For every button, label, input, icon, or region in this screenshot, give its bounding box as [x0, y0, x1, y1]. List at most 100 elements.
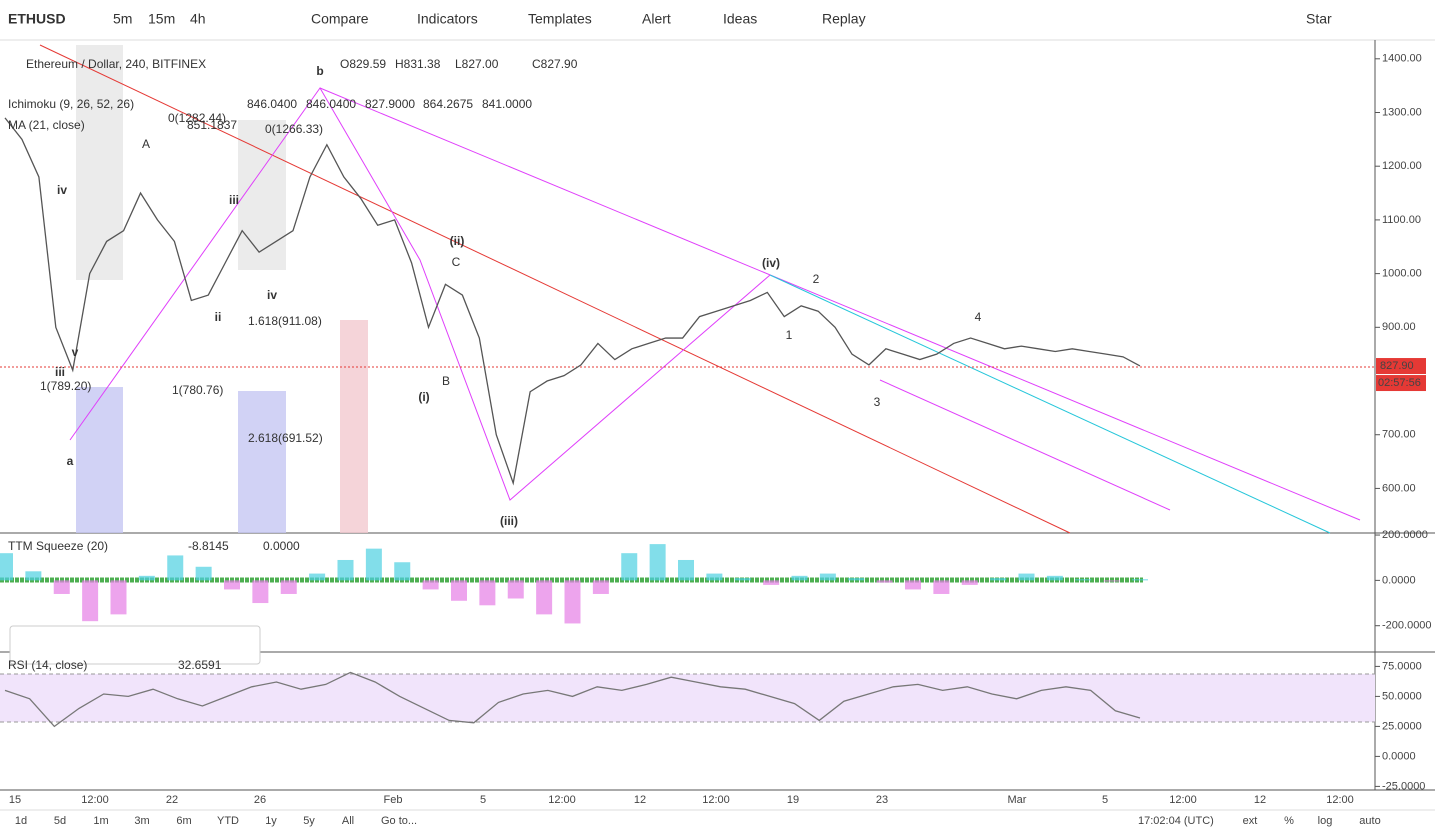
scale-option[interactable]: ext — [1243, 815, 1258, 827]
time-label: 23 — [876, 794, 888, 806]
indicator-value: 841.0000 — [482, 97, 532, 111]
toolbar-button[interactable]: Templates — [528, 11, 592, 27]
time-label: 5 — [480, 794, 486, 806]
histogram-bar — [621, 553, 638, 581]
time-label: Mar — [1008, 794, 1027, 806]
range-button[interactable]: YTD — [217, 815, 239, 827]
indicator-value: 864.2675 — [423, 97, 473, 111]
wave-label: iv — [57, 183, 67, 197]
fib-zone — [76, 45, 123, 280]
rsi-band — [0, 674, 1375, 722]
range-button[interactable]: 6m — [176, 815, 191, 827]
histogram-bar — [82, 580, 99, 622]
toolbar-button[interactable]: Ideas — [723, 11, 757, 27]
y-tick-label: 75.0000 — [1382, 660, 1422, 672]
histogram-bar — [933, 580, 950, 594]
trend-line — [319, 87, 1361, 521]
pane-title: Ethereum / Dollar, 240, BITFINEX — [26, 57, 206, 71]
histogram-bar — [309, 573, 326, 581]
ohlc-value: C827.90 — [532, 57, 578, 71]
wave-label: 3 — [874, 395, 881, 409]
histogram-bar — [905, 580, 921, 590]
last-price-label: 827.90 — [1380, 360, 1414, 372]
indicator-value: 846.0400 — [247, 97, 297, 111]
histogram-bar — [280, 580, 297, 594]
wave-label: b — [316, 64, 323, 78]
wave-label: iv — [267, 288, 277, 302]
wave-label: 4 — [975, 310, 982, 324]
y-tick-label: 1100.00 — [1382, 214, 1421, 226]
indicator-value: 827.9000 — [365, 97, 415, 111]
trend-line — [769, 274, 1331, 534]
wave-label: ii — [215, 310, 222, 324]
histogram-bar — [422, 580, 439, 590]
toolbar-button[interactable]: Alert — [642, 11, 671, 27]
histogram-bar — [819, 573, 836, 581]
histogram-bar — [1075, 579, 1092, 581]
star-button[interactable]: Star — [1306, 11, 1332, 27]
scale-option[interactable]: % — [1284, 815, 1294, 827]
time-label: 12:00 — [548, 794, 576, 806]
range-button[interactable]: 1y — [265, 815, 277, 827]
histogram-bar — [763, 580, 780, 585]
wave-label: 0(1282.44) — [168, 111, 226, 125]
indicator-value: 32.6591 — [178, 658, 222, 672]
fib-zone — [238, 120, 286, 270]
histogram-bar — [25, 571, 42, 581]
wave-label: 0(1266.33) — [265, 122, 323, 136]
interval-button[interactable]: 15m — [148, 11, 175, 27]
indicator-name: Ichimoku (9, 26, 52, 26) — [8, 97, 134, 111]
time-label: 19 — [787, 794, 799, 806]
trend-line — [39, 44, 1071, 534]
range-button[interactable]: 5y — [303, 815, 315, 827]
wave-label: (i) — [418, 390, 429, 404]
time-label: 12 — [1254, 794, 1266, 806]
time-label: 15 — [9, 794, 21, 806]
wave-label: a — [67, 454, 74, 468]
range-button[interactable]: 3m — [134, 815, 149, 827]
fib-zone — [76, 387, 123, 533]
toolbar-button[interactable]: Indicators — [417, 11, 478, 27]
range-button[interactable]: 1m — [93, 815, 108, 827]
interval-button[interactable]: 5m — [113, 11, 132, 27]
wave-label: 2.618(691.52) — [248, 431, 323, 445]
toolbar-button[interactable]: Replay — [822, 11, 866, 27]
time-label: 12 — [634, 794, 646, 806]
histogram-bar — [678, 559, 694, 581]
y-tick-label: 1200.00 — [1382, 160, 1422, 172]
scale-option[interactable]: log — [1318, 815, 1333, 827]
range-button[interactable]: All — [342, 815, 354, 827]
range-button[interactable]: 5d — [54, 815, 66, 827]
goto-button[interactable]: Go to... — [381, 815, 417, 827]
histogram-bar — [1132, 579, 1148, 581]
wave-label: iii — [55, 365, 65, 379]
histogram-bar — [848, 578, 865, 581]
ohlc-value: L827.00 — [455, 57, 499, 71]
time-label: 12:00 — [1326, 794, 1354, 806]
scale-option[interactable]: auto — [1359, 815, 1380, 827]
histogram-bar — [876, 580, 893, 583]
toolbar-button[interactable]: Compare — [311, 11, 369, 27]
price-line — [4, 671, 1141, 728]
wave-label: (iv) — [762, 256, 780, 270]
last-price-box — [1376, 358, 1426, 375]
histogram-bar — [592, 580, 609, 594]
drawing-toolbar[interactable] — [9, 625, 261, 665]
histogram-bar — [990, 578, 1007, 581]
y-tick-label: 200.0000 — [1382, 529, 1428, 541]
y-tick-label: -200.0000 — [1382, 620, 1432, 632]
wave-label: 1.618(911.08) — [248, 314, 322, 328]
pane-title: RSI (14, close) — [8, 658, 87, 672]
histogram-bar — [337, 559, 354, 581]
y-tick-label: 600.00 — [1382, 482, 1416, 494]
histogram-bar — [110, 580, 127, 615]
histogram-bar — [961, 580, 978, 585]
toolbar — [0, 0, 1435, 40]
interval-button[interactable]: 4h — [190, 11, 206, 27]
wave-label: (iii) — [500, 514, 518, 528]
wave-label: 1 — [786, 328, 793, 342]
symbol[interactable]: ETHUSD — [8, 11, 66, 27]
range-button[interactable]: 1d — [15, 815, 27, 827]
y-tick-label: 0.0000 — [1382, 574, 1416, 586]
countdown-box — [1376, 375, 1426, 392]
